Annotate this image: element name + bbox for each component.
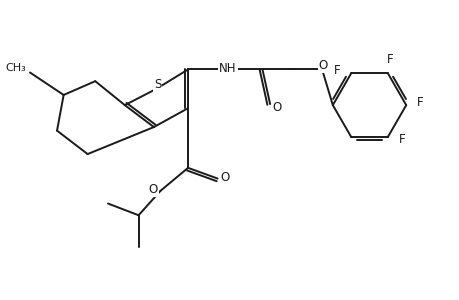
Text: F: F xyxy=(333,64,340,77)
Text: O: O xyxy=(148,183,157,196)
Text: F: F xyxy=(386,52,393,66)
Text: O: O xyxy=(272,101,281,114)
Text: F: F xyxy=(416,96,423,109)
Text: O: O xyxy=(220,171,229,184)
Text: NH: NH xyxy=(218,62,236,75)
Text: CH₃: CH₃ xyxy=(5,63,26,73)
Text: S: S xyxy=(153,78,161,91)
Text: O: O xyxy=(318,59,327,72)
Text: F: F xyxy=(398,133,404,146)
